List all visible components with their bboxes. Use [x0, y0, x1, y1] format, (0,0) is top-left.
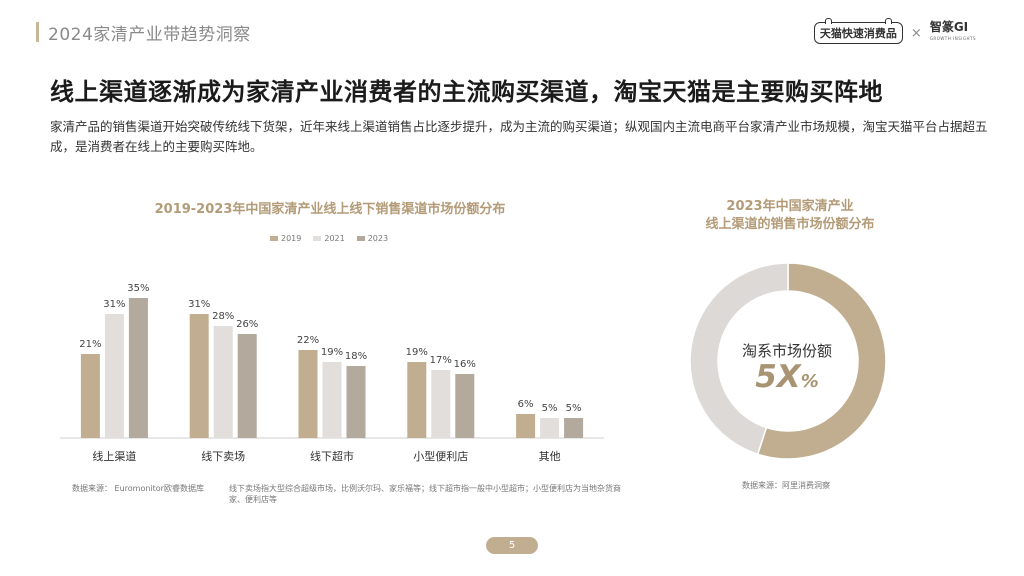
donut-center-label: 淘系市场份额	[741, 342, 832, 360]
bar-2019-4	[516, 414, 536, 438]
donut-chart-title-line1: 2023年中国家清产业	[726, 199, 854, 214]
bar-label-2021-0: 31%	[103, 299, 125, 310]
brand-separator: ×	[910, 25, 922, 41]
x-tick-label-4: 其他	[539, 450, 561, 463]
x-tick-label-3: 小型便利店	[413, 449, 468, 463]
bar-label-2023-2: 18%	[345, 351, 367, 362]
bar-2023-1	[237, 334, 257, 438]
bar-label-2023-0: 35%	[127, 283, 149, 294]
legend-swatch-2021	[313, 236, 322, 241]
donut-center-unit: %	[800, 371, 819, 392]
bar-2019-2	[298, 350, 318, 438]
x-tick-label-2: 线下超市	[310, 449, 354, 463]
x-tick-label-1: 线下卖场	[201, 449, 245, 463]
donut-chart-title-line2: 线上渠道的销售市场份额分布	[705, 217, 875, 232]
legend-label-2023: 2023	[367, 234, 389, 243]
header-accent-bar	[36, 22, 39, 42]
bar-2019-0	[80, 354, 100, 438]
legend-swatch-2023	[356, 236, 365, 241]
legend-swatch-2019	[270, 236, 278, 241]
bar-2023-3	[455, 374, 475, 438]
page-description: 家清产品的销售渠道开始突破传统线下货架，近年来线上渠道销售占比逐步提升，成为主流…	[50, 119, 988, 154]
legend-item-2021: 2021	[313, 234, 345, 243]
bar-2023-4	[564, 418, 584, 438]
bar-2021-0	[104, 314, 124, 438]
legend-label-2021: 2021	[324, 234, 345, 243]
bar-label-2021-1: 28%	[212, 311, 234, 322]
bar-label-2019-0: 21%	[79, 339, 101, 350]
bar-label-2019-2: 22%	[297, 335, 319, 346]
donut-slice-1	[689, 262, 789, 456]
growth-insights-logo: 智篆GI GROWTH INSIGHTS	[929, 20, 976, 44]
header-title: 2024家清产业带趋势洞察	[48, 25, 251, 45]
bar-chart-definition-note: 线下卖场指大型综合超级市场，比例沃尔玛、家乐福等；线下超市指一般中小型超市；小型…	[229, 484, 621, 504]
bar-label-2023-3: 16%	[454, 359, 476, 370]
legend-item-2023: 2023	[356, 234, 389, 243]
x-tick-label-0: 线上渠道	[92, 449, 136, 463]
legend-label-2019: 2019	[281, 234, 302, 243]
donut-chart-title: 2023年中国家清产业 线上渠道的销售市场份额分布	[680, 198, 900, 234]
bar-chart-title: 2019-2023年中国家清产业线上线下销售渠道市场份额分布	[154, 202, 506, 217]
bar-2021-1	[213, 326, 233, 438]
bar-label-2019-4: 6%	[518, 399, 534, 410]
brand-logos: 天猫快速消费品 × 智篆GI GROWTH INSIGHTS	[813, 18, 976, 44]
bar-2023-2	[346, 366, 366, 438]
tmall-fmcg-logo: 天猫快速消费品	[813, 18, 903, 44]
bar-label-2021-2: 19%	[321, 347, 343, 358]
bar-2019-3	[407, 362, 427, 438]
bar-2023-0	[128, 298, 148, 438]
bar-label-2023-4: 5%	[566, 403, 582, 414]
bar-2021-3	[431, 370, 451, 438]
bar-label-2023-1: 26%	[236, 319, 258, 330]
page-number: 5	[486, 537, 538, 554]
page-title: 线上渠道逐渐成为家清产业消费者的主流购买渠道，淘宝天猫是主要购买阵地	[50, 78, 883, 106]
bar-2021-4	[540, 418, 560, 438]
bar-label-2019-1: 31%	[188, 299, 210, 310]
bar-label-2019-3: 19%	[406, 347, 428, 358]
growth-insights-logo-sub: GROWTH INSIGHTS	[929, 36, 976, 41]
bar-label-2021-3: 17%	[430, 355, 452, 366]
bar-chart-source-note: 数据来源： Euromonitor欧睿数据库	[72, 484, 204, 493]
donut-center-number: 5X	[755, 359, 801, 395]
bar-2019-1	[189, 314, 209, 438]
donut-source-note: 数据来源：阿里消费洞察	[742, 481, 830, 490]
donut-slice-0	[756, 262, 887, 460]
legend-item-2019: 2019	[270, 234, 301, 243]
bar-label-2021-4: 5%	[542, 403, 558, 414]
donut-center-value: 5X%	[722, 359, 852, 395]
bar-2021-2	[322, 362, 342, 438]
growth-insights-logo-text: 智篆GI	[929, 20, 969, 34]
bar-chart-legend: 2019 2021 2023	[270, 234, 388, 243]
